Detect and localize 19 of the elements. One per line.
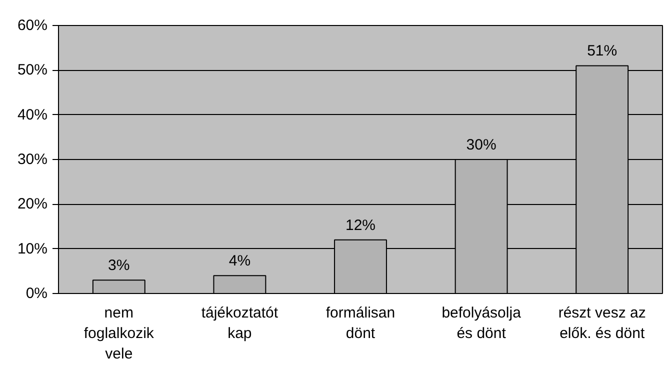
y-tick-label: 20% xyxy=(17,196,48,213)
x-tick-label: nem foglalkozik vele xyxy=(84,304,154,362)
data-label: 12% xyxy=(345,216,376,234)
data-label: 51% xyxy=(587,42,618,60)
y-tick-label: 40% xyxy=(17,106,48,124)
y-tick-label: 0% xyxy=(26,285,48,302)
y-tick-label: 50% xyxy=(17,62,48,79)
y-tick-label: 30% xyxy=(17,151,48,168)
data-label: 30% xyxy=(466,136,496,154)
data-label: 3% xyxy=(108,257,130,274)
y-tick-label: 60% xyxy=(17,17,48,34)
bar xyxy=(213,275,266,294)
x-tick-label: befolyásolja és dönt xyxy=(442,304,522,342)
x-tick-label: formálisan dönt xyxy=(326,304,396,342)
y-tick-label: 10% xyxy=(17,240,48,258)
x-tick-label: tájékoztatót kap xyxy=(201,304,279,342)
bar xyxy=(92,280,146,294)
data-label: 4% xyxy=(228,252,251,270)
x-tick-label: részt vesz az elők. és dönt xyxy=(558,304,646,342)
